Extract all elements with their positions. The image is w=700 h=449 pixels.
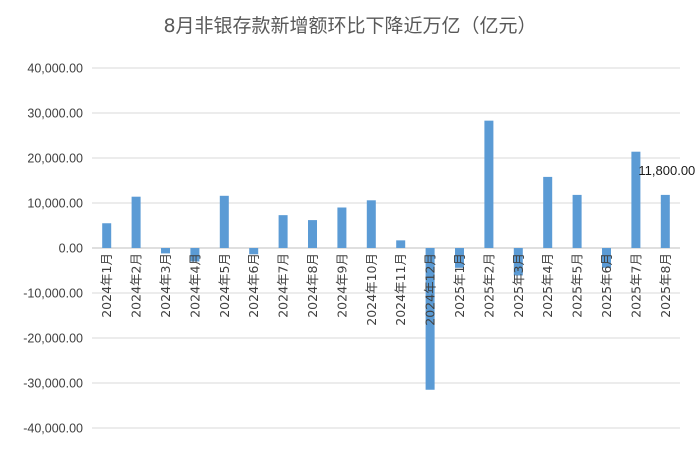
bar (602, 248, 611, 268)
x-axis-tick-labels: 2024年1月 2024年2月 2024年3月 2024年4月 2024年5月 2024年… (99, 253, 673, 326)
x-tick-label: 2025年4月 (540, 253, 555, 318)
y-tick-label: 10,000.00 (27, 197, 83, 211)
y-tick-label: -30,000.00 (23, 377, 83, 391)
y-tick-label: 20,000.00 (27, 152, 83, 166)
y-tick-label: 0.00 (59, 242, 83, 256)
bar (337, 207, 347, 248)
y-tick-label: -20,000.00 (23, 332, 83, 346)
x-tick-label: 2024年11月 (393, 253, 408, 326)
x-tick-label: 2025年6月 (599, 253, 614, 318)
data-label: 11,800.00 (638, 163, 695, 178)
x-tick-label: 2024年9月 (334, 253, 349, 318)
x-tick-label: 2024年2月 (129, 253, 144, 318)
x-tick-label: 2025年5月 (570, 253, 585, 318)
y-axis-tick-labels: 40,000.00 30,000.00 20,000.00 10,000.00 0.00… (23, 62, 83, 436)
y-tick-label: -10,000.00 (23, 287, 83, 301)
bar (249, 248, 259, 255)
bar (660, 194, 670, 248)
bar (102, 223, 112, 248)
bar (161, 248, 170, 254)
chart-title: 8月非银存款新增额环比下降近万亿（亿元） (163, 15, 536, 37)
x-tick-label: 2024年10月 (364, 253, 379, 326)
bar (278, 215, 288, 248)
x-tick-label: 2024年6月 (246, 253, 261, 318)
x-tick-label: 2025年7月 (628, 253, 643, 318)
bar (131, 196, 141, 248)
y-tick-label: 40,000.00 (27, 62, 83, 76)
x-tick-label: 2024年1月 (99, 253, 114, 318)
bar (396, 240, 406, 248)
bar (308, 220, 317, 248)
y-tick-label: 30,000.00 (27, 107, 83, 121)
x-tick-label: 2024年12月 (423, 253, 438, 326)
bar (572, 194, 582, 248)
x-tick-label: 2024年3月 (158, 253, 173, 318)
bar (631, 151, 641, 248)
x-tick-label: 2024年5月 (217, 253, 232, 318)
bar (425, 248, 435, 390)
bar (366, 200, 376, 248)
x-tick-label: 2024年4月 (187, 253, 202, 318)
bar (190, 248, 200, 262)
gridlines (92, 67, 680, 429)
x-tick-label: 2025年1月 (452, 253, 467, 318)
bar (455, 248, 464, 268)
y-tick-label: -40,000.00 (23, 422, 83, 436)
bar (543, 176, 553, 248)
x-tick-label: 2025年2月 (481, 253, 496, 318)
bar (219, 195, 229, 248)
x-tick-label: 2025年3月 (511, 253, 526, 318)
bar (484, 120, 494, 248)
x-tick-label: 2024年7月 (276, 253, 291, 318)
x-tick-label: 2025年8月 (658, 253, 673, 318)
data-labels: 11,800.00 (638, 163, 695, 178)
x-tick-label: 2024年8月 (305, 253, 320, 318)
bar (513, 248, 523, 276)
bars (102, 120, 670, 390)
